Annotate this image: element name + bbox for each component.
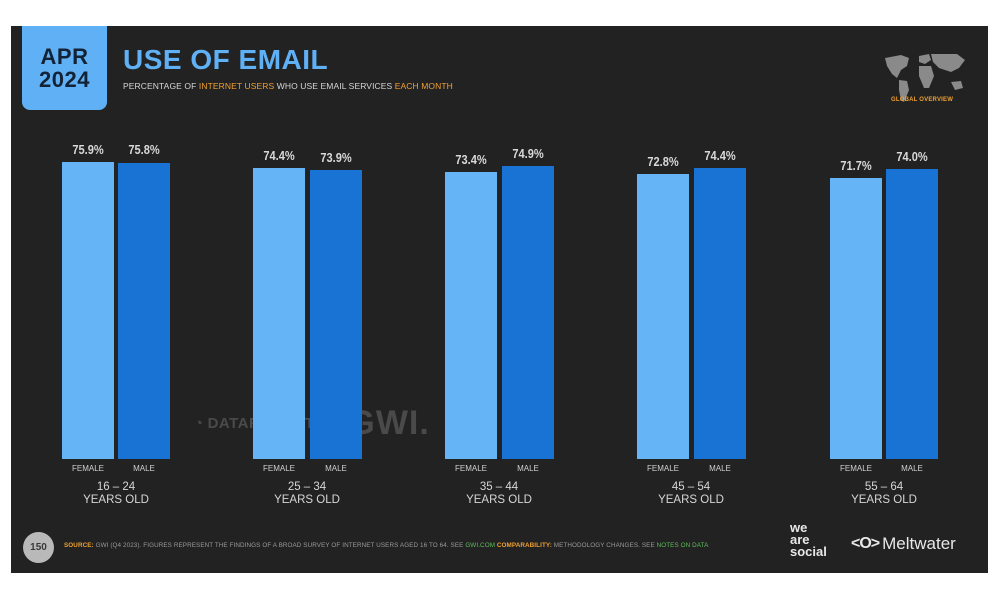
comparability-label: COMPARABILITY: — [495, 542, 552, 549]
bar-female-35-44 — [445, 172, 497, 459]
bar-male-16-24 — [118, 163, 170, 459]
age-range: 45 – 54 — [671, 481, 711, 493]
subtitle-part: WHO USE EMAIL SERVICES — [274, 81, 395, 91]
badge-month: APR — [40, 44, 89, 69]
bar-female-55-64 — [830, 178, 882, 459]
label-female: FEMALE — [454, 464, 487, 473]
years-old: YEARS OLD — [658, 494, 724, 506]
label-male: MALE — [901, 464, 923, 473]
subtitle-part: PERCENTAGE OF — [123, 81, 199, 91]
value-female-35-44: 73.4% — [455, 152, 487, 167]
bar-male-55-64 — [886, 169, 938, 459]
age-range: 16 – 24 — [96, 481, 136, 493]
source-text: GWI (Q4 2023). FIGURES REPRESENT THE FIN… — [93, 542, 466, 549]
subtitle-highlight: EACH MONTH — [394, 81, 453, 91]
value-female-45-54: 72.8% — [647, 154, 679, 169]
value-male-55-64: 74.0% — [896, 149, 928, 164]
bar-male-45-54 — [694, 168, 746, 459]
age-group-label: 35 – 44 YEARS OLD — [439, 481, 559, 507]
comparability-text: METHODOLOGY CHANGES. SEE — [551, 542, 657, 549]
label-female: FEMALE — [839, 464, 872, 473]
age-group-label: 16 – 24 YEARS OLD — [56, 481, 176, 507]
label-female: FEMALE — [646, 464, 679, 473]
years-old: YEARS OLD — [83, 494, 149, 506]
label-female: FEMALE — [71, 464, 104, 473]
value-male-35-44: 74.9% — [512, 146, 544, 161]
value-male-16-24: 75.8% — [128, 142, 160, 157]
value-female-16-24: 75.9% — [72, 142, 104, 157]
label-female: FEMALE — [262, 464, 295, 473]
age-group-label: 55 – 64 YEARS OLD — [824, 481, 944, 507]
page-title: USE OF EMAIL — [123, 44, 329, 75]
value-male-45-54: 74.4% — [704, 148, 736, 163]
label-male: MALE — [517, 464, 539, 473]
age-group-label: 45 – 54 YEARS OLD — [631, 481, 751, 507]
slide-panel: APR 2024 USE OF EMAIL PERCENTAGE OF INTE… — [11, 26, 988, 573]
region-label: GLOBAL OVERVIEW — [891, 97, 954, 103]
badge-year: 2024 — [39, 67, 90, 92]
source-label: SOURCE: — [64, 542, 94, 549]
logo-social: social — [790, 544, 827, 559]
label-male: MALE — [133, 464, 155, 473]
bar-male-35-44 — [502, 166, 554, 459]
value-female-25-34: 74.4% — [263, 148, 295, 163]
bar-female-16-24 — [62, 162, 114, 459]
logo-we: we — [790, 520, 808, 535]
age-range: 55 – 64 — [864, 481, 904, 493]
value-male-25-34: 73.9% — [320, 150, 352, 165]
world-map-icon — [885, 54, 965, 102]
meltwater-logo: <O> Meltwater — [851, 534, 956, 554]
value-female-55-64: 71.7% — [840, 158, 872, 173]
bar-female-45-54 — [637, 174, 689, 459]
label-male: MALE — [709, 464, 731, 473]
signal-icon: ◔ — [194, 415, 204, 432]
meltwater-text: Meltwater — [882, 534, 956, 553]
page-number: 150 — [23, 532, 54, 563]
bar-female-25-34 — [253, 168, 305, 459]
label-male: MALE — [325, 464, 347, 473]
we-are-social-logo: we are social — [790, 520, 827, 559]
notes-on-data-link[interactable]: NOTES ON DATA — [656, 542, 709, 549]
age-group-label: 25 – 34 YEARS OLD — [247, 481, 367, 507]
bar-male-25-34 — [310, 170, 362, 459]
meltwater-mark-icon: <O> — [851, 535, 880, 552]
source-note: SOURCE: GWI (Q4 2023). FIGURES REPRESENT… — [64, 542, 708, 549]
years-old: YEARS OLD — [466, 494, 532, 506]
date-badge: APR 2024 — [22, 26, 107, 110]
years-old: YEARS OLD — [274, 494, 340, 506]
subtitle-highlight: INTERNET USERS — [198, 81, 275, 91]
age-range: 35 – 44 — [479, 481, 519, 493]
age-range: 25 – 34 — [287, 481, 327, 493]
gwi-link[interactable]: GWI.COM — [465, 542, 496, 549]
years-old: YEARS OLD — [851, 494, 917, 506]
logo-are: are — [790, 532, 810, 547]
page-subtitle: PERCENTAGE OF INTERNET USERS WHO USE EMA… — [123, 81, 453, 91]
